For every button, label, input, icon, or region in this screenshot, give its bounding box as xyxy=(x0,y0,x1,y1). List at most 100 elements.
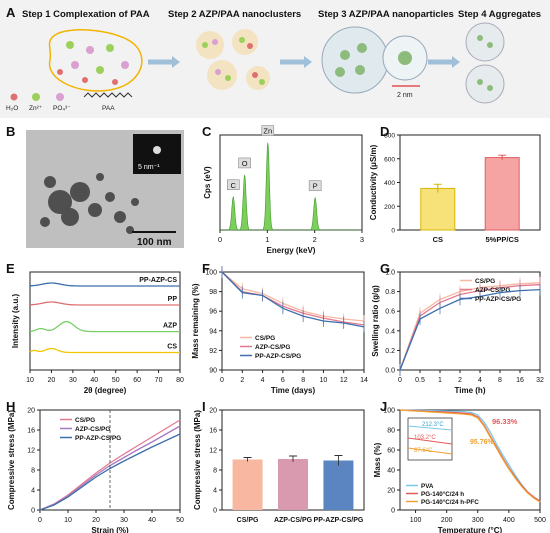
H-ytick-label: 4 xyxy=(31,488,35,495)
I-ytick-label: 16 xyxy=(209,428,217,435)
panel-a-letter: A xyxy=(6,5,16,20)
J-ytick-label: 100 xyxy=(383,408,395,415)
legend-po4: PO₄³⁻ xyxy=(53,105,71,112)
D-category: CS xyxy=(433,235,443,244)
G-legend-label: CS/PG xyxy=(475,278,495,285)
J-series-line xyxy=(399,409,541,503)
zn-icon xyxy=(32,93,40,101)
D-ytick-label: 400 xyxy=(384,180,395,187)
C-spectrum xyxy=(220,142,362,231)
arrow-3-head xyxy=(452,56,460,68)
H-xtick-label: 30 xyxy=(120,517,128,524)
G-legend-label: AZP-CS/PG xyxy=(475,287,510,294)
G-xtick-label: 0 xyxy=(398,377,402,384)
F-xlabel: Time (days) xyxy=(271,386,316,395)
C-peak-box xyxy=(238,157,251,169)
G-series-line xyxy=(399,284,541,371)
E-xtick-label: 40 xyxy=(90,377,98,384)
E-series-line xyxy=(30,301,180,306)
J-letter: J xyxy=(380,399,387,414)
G-ylabel: Swelling ratio (g/g) xyxy=(371,285,380,357)
F-ytick-label: 92 xyxy=(209,348,217,355)
J-inset-line xyxy=(407,447,453,455)
D-ytick-label: 200 xyxy=(384,204,395,211)
G-frame xyxy=(399,271,541,371)
step1-label: Step 1 Complexation of PAA xyxy=(22,9,150,20)
G-ytick-label: 0.2 xyxy=(385,348,395,355)
J-legend-label: PG-140°C/24 h-PFC xyxy=(421,498,479,506)
J-xtick-label: 100 xyxy=(410,517,422,524)
I-ytick-label: 8 xyxy=(213,468,217,475)
I-bar xyxy=(278,459,308,510)
F-xtick-label: 10 xyxy=(320,377,328,384)
F-legend-label: PP-AZP-CS/PG xyxy=(255,353,301,360)
aggregate-1 xyxy=(465,22,505,62)
D-ytick-label: 0 xyxy=(391,228,395,235)
H-legend-label: CS/PG xyxy=(75,417,95,424)
C-peak-label: C xyxy=(231,181,237,190)
J-inset-label: 87.6°C xyxy=(414,448,433,454)
H-ylabel: Compressive stress (MPa) xyxy=(7,410,16,510)
F-xtick-label: 0 xyxy=(220,377,224,384)
J-inset-label: 103.2°C xyxy=(414,435,436,441)
J-frame xyxy=(399,409,541,511)
step1-sketch xyxy=(48,29,143,92)
J-ytick-label: 0 xyxy=(391,508,395,515)
F-series-line xyxy=(221,271,365,326)
D-bar xyxy=(420,187,456,231)
step4-label: Step 4 Aggregates xyxy=(458,9,541,20)
saed-spot xyxy=(153,146,161,154)
I-letter: I xyxy=(202,399,206,414)
G-ytick-label: 0.4 xyxy=(385,328,395,335)
panel-a-background xyxy=(0,0,550,118)
H-ytick-label: 20 xyxy=(27,408,35,415)
G-xtick-label: 8 xyxy=(498,377,502,384)
H-ytick-label: 0 xyxy=(31,508,35,515)
F-xtick-label: 14 xyxy=(360,377,368,384)
I-category: AZP-CS/PG xyxy=(274,517,313,524)
C-xtick-label: 0 xyxy=(218,235,222,244)
F-ylabel: Mass remaining (%) xyxy=(191,283,200,358)
J-ytick-label: 20 xyxy=(387,488,395,495)
J-xtick-label: 500 xyxy=(534,517,546,524)
C-peak-label: Zn xyxy=(263,127,272,136)
G-ytick-label: 0.8 xyxy=(385,289,395,296)
F-letter: F xyxy=(202,261,210,276)
D-ytick-label: 800 xyxy=(384,133,395,140)
J-ytick-label: 40 xyxy=(387,468,395,475)
aggregate-2 xyxy=(465,64,505,104)
H-xtick-label: 20 xyxy=(92,517,100,524)
C-peak-box xyxy=(227,179,240,191)
H-ytick-label: 12 xyxy=(27,448,35,455)
F-ytick-label: 100 xyxy=(205,270,217,277)
H-ytick-label: 8 xyxy=(31,468,35,475)
J-legend-label: PVA xyxy=(421,483,434,490)
C-xtick-label: 3 xyxy=(360,235,364,244)
E-ylabel: Intensity (a.u.) xyxy=(11,294,20,349)
C-peak-box xyxy=(261,125,275,136)
J-ytick-label: 80 xyxy=(387,428,395,435)
J-xlabel: Temperature (°C) xyxy=(438,526,503,533)
D-bar xyxy=(484,157,520,231)
F-xtick-label: 12 xyxy=(340,377,348,384)
step2-label: Step 2 AZP/PAA nanoclusters xyxy=(168,9,301,20)
G-letter: G xyxy=(380,261,390,276)
C-peak-box xyxy=(308,180,322,191)
tem-particles xyxy=(40,173,139,234)
I-ytick-label: 0 xyxy=(213,508,217,515)
E-xtick-label: 10 xyxy=(26,377,34,384)
D-ytick-label: 600 xyxy=(384,156,395,163)
E-xtick-label: 70 xyxy=(155,377,163,384)
H-letter: H xyxy=(6,399,15,414)
F-xtick-label: 4 xyxy=(261,377,265,384)
legend-zn: Zn²⁺ xyxy=(29,105,43,112)
C-peak-label: O xyxy=(242,159,248,168)
arrow-1-head xyxy=(172,56,180,68)
G-xtick-label: 16 xyxy=(516,377,524,384)
E-series-label: PP-AZP-CS xyxy=(139,277,177,284)
legend-paa: PAA xyxy=(102,105,115,112)
G-xtick-label: 0.5 xyxy=(415,377,425,384)
G-xtick-label: 1 xyxy=(438,377,442,384)
